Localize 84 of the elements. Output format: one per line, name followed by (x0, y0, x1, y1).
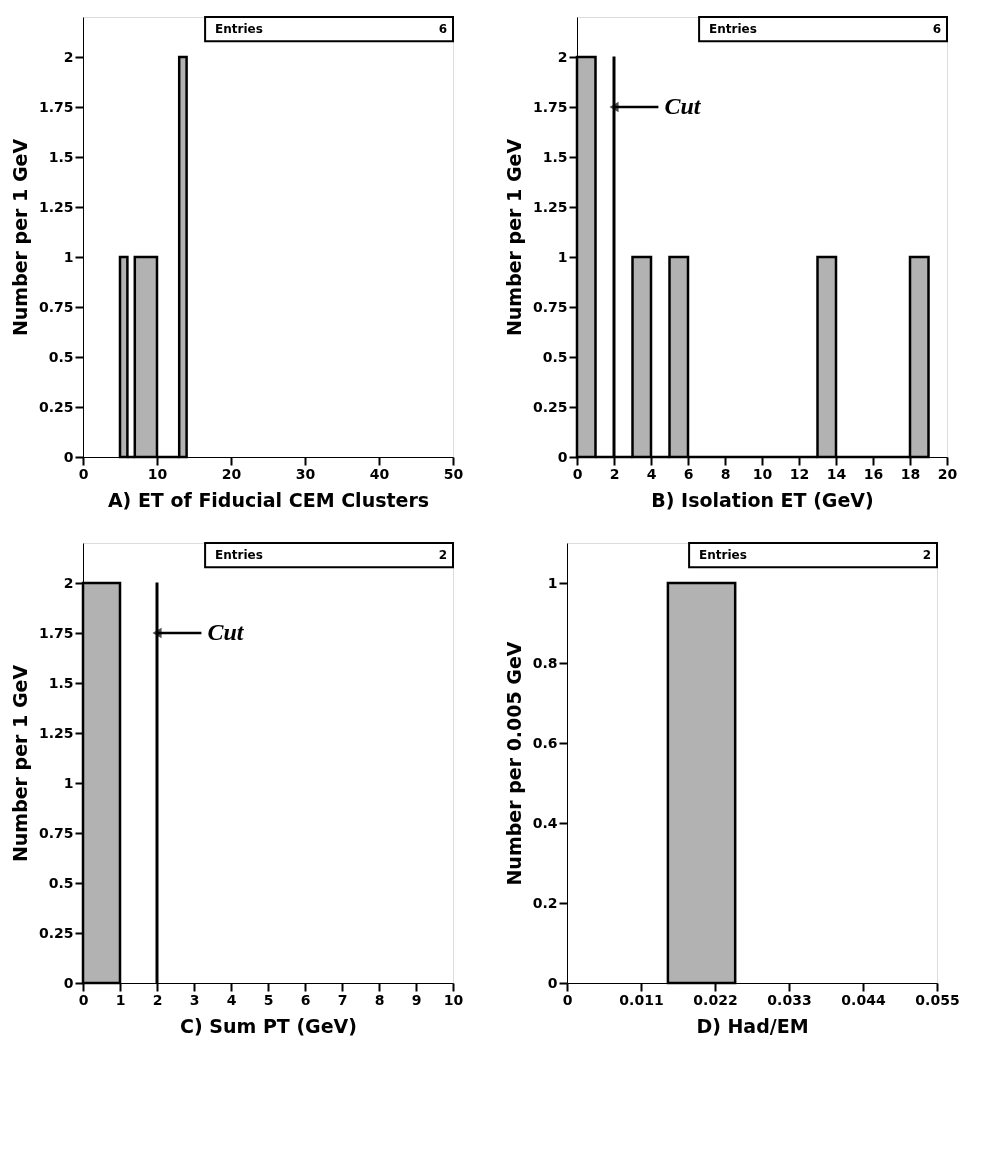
x-tick-label: 0.011 (619, 991, 664, 1008)
y-tick-label: 1.75 (38, 98, 74, 115)
x-tick-label: 50 (443, 465, 464, 482)
x-tick-label: 10 (147, 465, 168, 482)
x-tick-label: 0.055 (915, 991, 960, 1008)
x-tick-label: 40 (369, 465, 390, 482)
x-tick-label: 0 (78, 991, 89, 1008)
y-tick-label: 1.25 (532, 198, 568, 215)
x-tick-label: 16 (863, 465, 884, 482)
y-axis-title: Number per 0.005 GeV (502, 641, 525, 886)
y-tick-label: 0 (557, 448, 568, 465)
x-tick-label: 20 (937, 465, 958, 482)
x-axis-title: B) Isolation ET (GeV) (651, 488, 874, 511)
y-tick-label: 0.6 (532, 734, 558, 751)
y-tick-label: 1 (557, 248, 568, 265)
y-tick-label: 0.5 (48, 874, 74, 891)
y-tick-label: 2 (557, 48, 568, 65)
x-tick-label: 18 (900, 465, 921, 482)
y-tick-label: 0.8 (532, 654, 558, 671)
annotation: Entries (215, 22, 263, 37)
x-tick-label: 7 (337, 991, 348, 1008)
x-tick-label: 3 (189, 991, 200, 1008)
y-tick-label: 2 (63, 48, 74, 65)
y-tick-label: 0.25 (532, 398, 568, 415)
x-tick-label: 2 (152, 991, 163, 1008)
y-tick-label: 2 (63, 574, 74, 591)
y-tick-label: 0.25 (38, 924, 74, 941)
x-tick-label: 30 (295, 465, 316, 482)
y-tick-label: 1.5 (48, 148, 74, 165)
x-tick-label: 14 (826, 465, 847, 482)
annotation: Cut (664, 93, 702, 119)
x-tick-label: 0.033 (767, 991, 812, 1008)
x-tick-label: 6 (683, 465, 694, 482)
x-tick-label: 8 (720, 465, 731, 482)
x-tick-label: 0 (78, 465, 89, 482)
x-tick-label: 2 (609, 465, 620, 482)
y-tick-label: 1 (63, 774, 74, 791)
y-axis-title: Number per 1 GeV (8, 664, 31, 863)
y-tick-label: 0.75 (38, 298, 74, 315)
x-tick-label: 0.044 (841, 991, 886, 1008)
y-tick-label: 1.5 (48, 674, 74, 691)
annotation: Entries (215, 548, 263, 563)
y-tick-label: 0.5 (48, 348, 74, 365)
y-tick-label: 0 (547, 974, 558, 991)
x-tick-label: 0 (572, 465, 583, 482)
annotation: Entries (699, 548, 747, 563)
y-tick-label: 1 (547, 574, 558, 591)
y-tick-label: 0.25 (38, 398, 74, 415)
y-tick-label: 1 (63, 248, 74, 265)
y-tick-label: 0.2 (532, 894, 558, 911)
annotation: 2 (922, 548, 931, 563)
x-tick-label: 20 (221, 465, 242, 482)
x-tick-label: 6 (300, 991, 311, 1008)
x-tick-label: 1 (115, 991, 126, 1008)
x-axis-title: C) Sum PT (GeV) (180, 1014, 357, 1037)
x-axis-title: A) ET of Fiducial CEM Clusters (107, 488, 430, 511)
x-tick-label: 12 (789, 465, 810, 482)
x-tick-label: 0.022 (693, 991, 738, 1008)
y-tick-label: 0.75 (38, 824, 74, 841)
x-tick-label: 4 (646, 465, 657, 482)
y-tick-label: 0.75 (532, 298, 568, 315)
y-tick-label: 0 (63, 448, 74, 465)
annotation: Cut (207, 619, 245, 645)
y-axis-title: Number per 1 GeV (8, 138, 31, 337)
y-tick-label: 0.4 (532, 814, 558, 831)
x-axis-title: D) Had/EM (696, 1014, 809, 1037)
annotation: Entries (709, 22, 757, 37)
y-tick-label: 1.75 (38, 624, 74, 641)
y-tick-label: 1.5 (542, 148, 568, 165)
y-tick-label: 1.25 (38, 724, 74, 741)
x-tick-label: 8 (374, 991, 385, 1008)
x-tick-label: 10 (752, 465, 773, 482)
y-axis-title: Number per 1 GeV (502, 138, 525, 337)
y-tick-label: 0 (63, 974, 74, 991)
annotation: 2 (438, 548, 447, 563)
x-tick-label: 5 (263, 991, 274, 1008)
annotation: 6 (932, 22, 941, 37)
y-tick-label: 1.75 (532, 98, 568, 115)
y-tick-label: 0.5 (542, 348, 568, 365)
x-tick-label: 10 (443, 991, 464, 1008)
x-tick-label: 4 (226, 991, 237, 1008)
x-tick-label: 9 (411, 991, 422, 1008)
y-tick-label: 1.25 (38, 198, 74, 215)
annotation: 6 (438, 22, 447, 37)
